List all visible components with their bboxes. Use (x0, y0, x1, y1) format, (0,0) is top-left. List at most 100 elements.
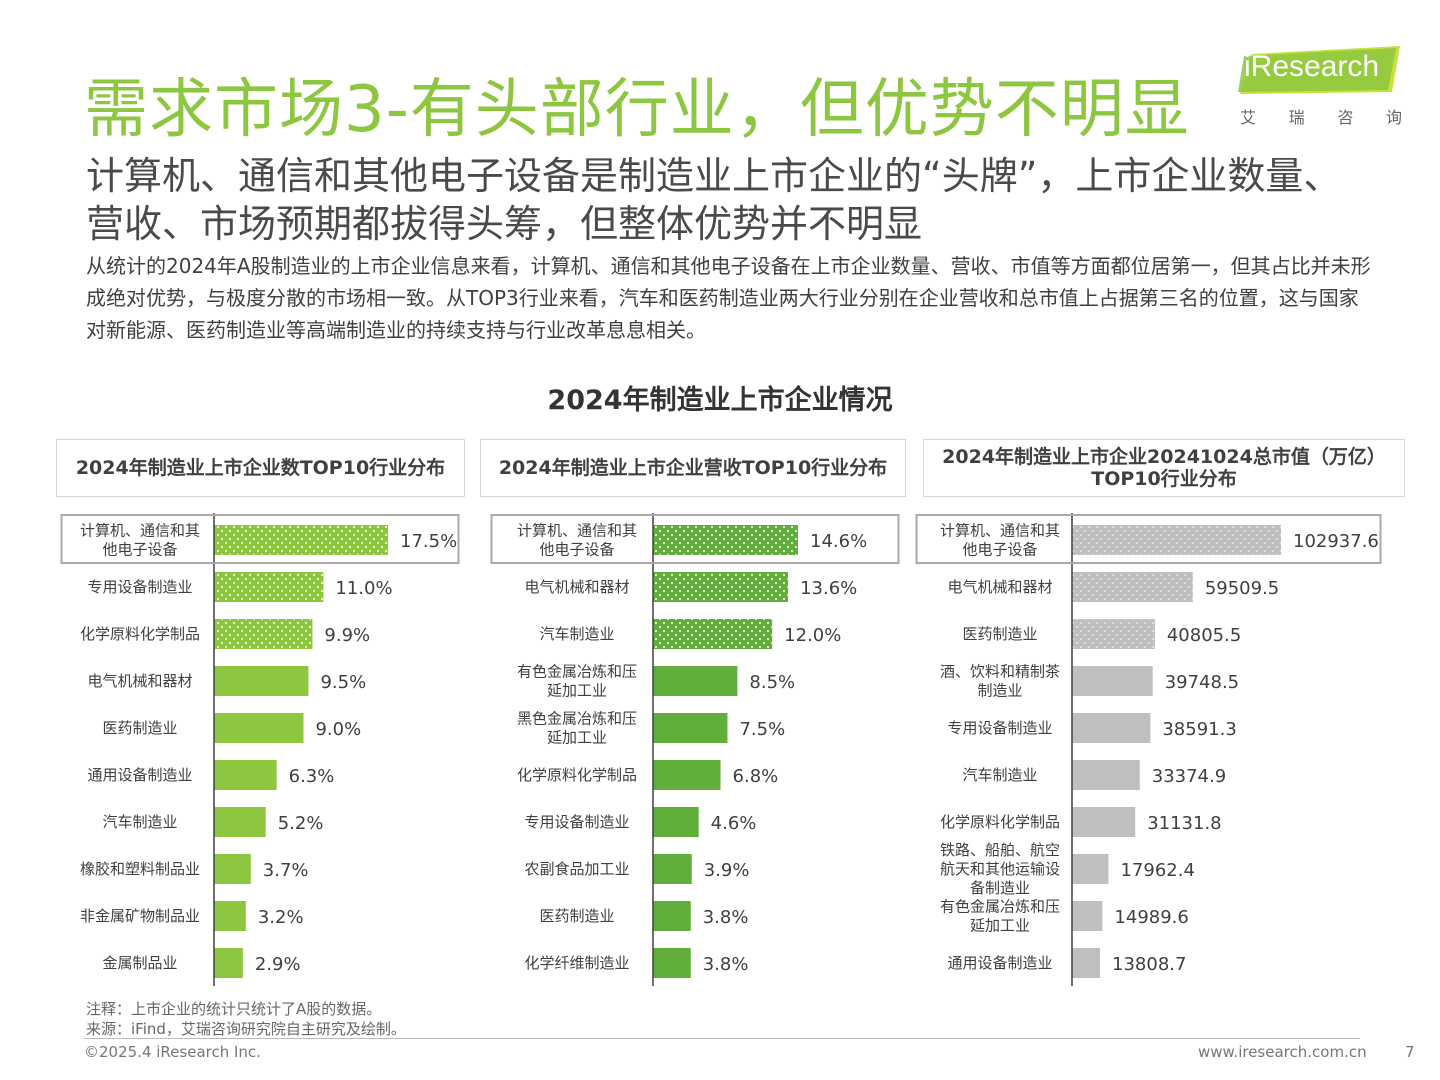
category-label-line: 非金属矿物制品业 (80, 907, 200, 925)
category-label-line: 金属制品业 (102, 954, 177, 972)
category-label-line: 医药制造业 (102, 719, 177, 737)
chart-title-count: 2024年制造业上市企业数TOP10行业分布 (56, 439, 465, 497)
bar (214, 666, 309, 696)
category-label-line: 化学原料化学制品 (80, 625, 200, 643)
iresearch-logo: iResearch 艾 瑞 咨 询 (1238, 46, 1408, 128)
bar (214, 713, 304, 743)
category-label: 铁路、船舶、航空航天和其他运输设备制造业 (940, 841, 1060, 897)
category-label: 通用设备制造业 (947, 954, 1052, 972)
category-label: 黑色金属冶炼和压延加工业 (517, 710, 637, 747)
data-label: 7.5% (739, 719, 785, 740)
category-label-line: 延加工业 (547, 682, 607, 700)
bar (653, 572, 789, 602)
chart-count: 17.5% 计算机、通信和其他电子设备 11.0% 专用设备制造业 9.9% 化学原料化学… (60, 513, 460, 986)
category-label-line: 有色金属冶炼和压 (517, 663, 637, 681)
data-label: 17.5% (400, 531, 457, 552)
bar (214, 760, 277, 790)
data-label: 40805.5 (1167, 625, 1241, 646)
bar (1072, 713, 1151, 743)
logo-chinese: 艾 瑞 咨 询 (1240, 104, 1402, 128)
data-label: 5.2% (278, 813, 324, 834)
category-label: 通用设备制造业 (87, 766, 192, 784)
category-label-line: 他电子设备 (102, 541, 177, 559)
bar (653, 525, 798, 555)
category-label: 有色金属冶炼和压延加工业 (517, 663, 637, 700)
bar (214, 525, 388, 555)
chart-marketcap: 102937.6 计算机、通信和其他电子设备 59509.5 电气机械和器材 40805… (915, 513, 1382, 986)
bar (214, 572, 324, 602)
bar (653, 807, 699, 837)
category-label: 计算机、通信和其他电子设备 (940, 522, 1060, 559)
chart-title-marketcap: 2024年制造业上市企业20241024总市值（万亿） TOP10行业分布 (923, 439, 1405, 497)
category-label-line: 有色金属冶炼和压 (940, 898, 1060, 916)
page-title: 需求市场3-有头部行业，但优势不明显 (84, 73, 1190, 147)
category-label: 汽车制造业 (102, 813, 177, 831)
category-label: 有色金属冶炼和压延加工业 (940, 898, 1060, 935)
category-label: 酒、饮料和精制茶制造业 (940, 663, 1060, 700)
category-label: 医药制造业 (102, 719, 177, 737)
bar (653, 948, 691, 978)
category-label-line: 他电子设备 (962, 541, 1037, 559)
category-label: 汽车制造业 (539, 625, 614, 643)
bar (1072, 525, 1281, 555)
logo-wordmark: iResearch (1244, 50, 1380, 83)
footer-divider (84, 1038, 1360, 1039)
category-label: 化学原料化学制品 (517, 766, 637, 784)
data-label: 59509.5 (1205, 578, 1279, 599)
source-note: 来源：iFind，艾瑞咨询研究院自主研究及绘制。 (86, 1020, 406, 1038)
category-label: 橡胶和塑料制品业 (80, 860, 200, 878)
data-label: 9.5% (320, 672, 366, 693)
data-label: 33374.9 (1152, 766, 1226, 787)
bar (214, 948, 243, 978)
top-row-highlight (60, 514, 460, 564)
category-label: 专用设备制造业 (947, 719, 1052, 737)
data-label: 14.6% (810, 531, 867, 552)
data-label: 13808.7 (1112, 954, 1186, 975)
data-label: 9.9% (324, 625, 370, 646)
bar (1072, 760, 1140, 790)
category-label: 农副食品加工业 (524, 860, 629, 878)
top-row-highlight (490, 514, 900, 564)
category-label: 医药制造业 (539, 907, 614, 925)
data-label: 14989.6 (1114, 907, 1188, 928)
category-label-line: 延加工业 (970, 917, 1030, 935)
logo-badge-icon (1238, 46, 1400, 94)
category-label-line: 汽车制造业 (962, 766, 1037, 784)
category-label: 医药制造业 (962, 625, 1037, 643)
category-label: 电气机械和器材 (524, 578, 629, 596)
category-label-line: 通用设备制造业 (947, 954, 1052, 972)
bar (653, 619, 773, 649)
bar (1072, 948, 1101, 978)
category-label: 电气机械和器材 (87, 672, 192, 690)
category-label: 专用设备制造业 (524, 813, 629, 831)
page-description: 从统计的2024年A股制造业的上市企业信息来看，计算机、通信和其他电子设备在上市… (86, 254, 1371, 342)
data-label: 12.0% (784, 625, 841, 646)
category-label-line: 计算机、通信和其 (517, 522, 637, 540)
category-label-line: 化学纤维制造业 (524, 954, 629, 972)
category-label-line: 专用设备制造业 (524, 813, 629, 831)
bar (214, 619, 313, 649)
data-label: 39748.5 (1165, 672, 1239, 693)
bar (214, 807, 266, 837)
category-label-line: 通用设备制造业 (87, 766, 192, 784)
category-label-line: 黑色金属冶炼和压 (517, 710, 637, 728)
data-label: 6.3% (289, 766, 335, 787)
bar (1072, 619, 1155, 649)
data-label: 13.6% (800, 578, 857, 599)
category-label-line: 农副食品加工业 (524, 860, 629, 878)
bar (214, 901, 246, 931)
bar (653, 666, 738, 696)
page-subtitle: 计算机、通信和其他电子设备是制造业上市企业的“头牌”，上市企业数量、营收、市场预… (86, 154, 1342, 246)
category-label-line: 延加工业 (547, 729, 607, 747)
category-label: 化学纤维制造业 (524, 954, 629, 972)
category-label-line: 电气机械和器材 (87, 672, 192, 690)
category-label-line: 医药制造业 (962, 625, 1037, 643)
category-label-line: 化学原料化学制品 (940, 813, 1060, 831)
category-label-line: 专用设备制造业 (947, 719, 1052, 737)
category-label-line: 他电子设备 (539, 541, 614, 559)
website-link[interactable]: www.iresearch.com.cn (1198, 1043, 1367, 1061)
bar (653, 760, 721, 790)
bar (653, 854, 692, 884)
data-label: 6.8% (733, 766, 779, 787)
bar (1072, 572, 1193, 602)
